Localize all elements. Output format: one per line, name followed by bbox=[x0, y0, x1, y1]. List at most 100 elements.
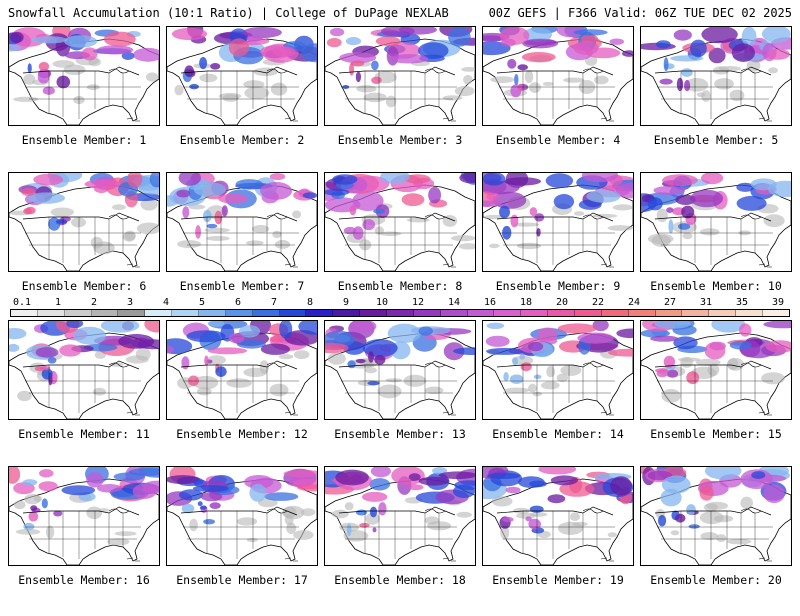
colorbar-swatch bbox=[682, 310, 710, 316]
colorbar-swatch bbox=[628, 310, 656, 316]
ensemble-member-label: Ensemble Member: 16 bbox=[18, 573, 150, 587]
ensemble-member-label: Ensemble Member: 3 bbox=[337, 133, 463, 147]
snowfall-map bbox=[640, 26, 792, 126]
colorbar-swatch bbox=[11, 310, 38, 316]
ensemble-member-panel: Ensemble Member: 18 bbox=[324, 466, 476, 616]
title-left: Snowfall Accumulation (10:1 Ratio) | Col… bbox=[8, 6, 449, 20]
ensemble-member-panel: Ensemble Member: 3 bbox=[324, 26, 476, 176]
ensemble-member-panel: Ensemble Member: 9 bbox=[482, 172, 634, 322]
ensemble-member-label: Ensemble Member: 14 bbox=[492, 427, 624, 441]
colorbar-label: 20 bbox=[555, 297, 569, 308]
ensemble-member-panel: Ensemble Member: 10 bbox=[640, 172, 792, 322]
colorbar-label: 5 bbox=[198, 297, 206, 308]
colorbar-swatch bbox=[709, 310, 737, 316]
colorbar-swatch bbox=[306, 310, 334, 316]
colorbar-swatch bbox=[360, 310, 388, 316]
ensemble-member-panel: Ensemble Member: 17 bbox=[166, 466, 318, 616]
ensemble-member-label: Ensemble Member: 17 bbox=[176, 573, 308, 587]
colorbar-swatch bbox=[252, 310, 280, 316]
colorbar-swatch bbox=[575, 310, 602, 316]
colorbar-label: 18 bbox=[519, 297, 533, 308]
ensemble-member-label: Ensemble Member: 13 bbox=[334, 427, 466, 441]
ensemble-member-label: Ensemble Member: 10 bbox=[650, 279, 782, 293]
snowfall-map bbox=[640, 320, 792, 420]
snowfall-map bbox=[482, 320, 634, 420]
ensemble-member-panel: Ensemble Member: 15 bbox=[640, 320, 792, 470]
colorbar-swatch bbox=[225, 310, 253, 316]
colorbar-swatch bbox=[413, 310, 441, 316]
colorbar-swatch bbox=[467, 310, 495, 316]
colorbar-swatch bbox=[387, 310, 414, 316]
colorbar-label: 0.1 bbox=[12, 297, 32, 308]
colorbar-label: 10 bbox=[375, 297, 389, 308]
colorbar-label: 2 bbox=[90, 297, 98, 308]
colorbar-label: 27 bbox=[663, 297, 677, 308]
colorbar-swatches bbox=[10, 309, 790, 317]
colorbar-label: 35 bbox=[735, 297, 749, 308]
snowfall-map bbox=[166, 172, 318, 272]
colorbar-label: 24 bbox=[627, 297, 641, 308]
ensemble-member-label: Ensemble Member: 12 bbox=[176, 427, 308, 441]
colorbar-label: 16 bbox=[483, 297, 497, 308]
ensemble-member-panel: Ensemble Member: 5 bbox=[640, 26, 792, 176]
snowfall-map bbox=[166, 466, 318, 566]
colorbar-swatch bbox=[440, 310, 468, 316]
ensemble-member-label: Ensemble Member: 8 bbox=[337, 279, 463, 293]
snowfall-map bbox=[324, 26, 476, 126]
snowfall-map bbox=[166, 320, 318, 420]
ensemble-member-panel: Ensemble Member: 7 bbox=[166, 172, 318, 322]
ensemble-member-label: Ensemble Member: 11 bbox=[18, 427, 150, 441]
colorbar-label: 22 bbox=[591, 297, 605, 308]
ensemble-member-panel: Ensemble Member: 20 bbox=[640, 466, 792, 616]
ensemble-member-label: Ensemble Member: 15 bbox=[650, 427, 782, 441]
ensemble-member-label: Ensemble Member: 1 bbox=[21, 133, 147, 147]
colorbar: 0.1 1 2 3 4 5 6 7 8 9 10 12 14 16 18 20 22 24 27 31 35 39 bbox=[10, 298, 790, 318]
colorbar-labels: 0.1 1 2 3 4 5 6 7 8 9 10 12 14 16 18 20 22 24 27 31 35 39 bbox=[10, 298, 790, 308]
ensemble-member-panel: Ensemble Member: 4 bbox=[482, 26, 634, 176]
ensemble-member-label: Ensemble Member: 6 bbox=[21, 279, 147, 293]
colorbar-label: 31 bbox=[699, 297, 713, 308]
snowfall-map bbox=[482, 172, 634, 272]
colorbar-label: 3 bbox=[126, 297, 134, 308]
snowfall-map bbox=[640, 466, 792, 566]
colorbar-swatch bbox=[548, 310, 576, 316]
ensemble-member-panel: Ensemble Member: 19 bbox=[482, 466, 634, 616]
ensemble-member-label: Ensemble Member: 19 bbox=[492, 573, 624, 587]
ensemble-member-panel: Ensemble Member: 6 bbox=[8, 172, 160, 322]
snowfall-map bbox=[8, 172, 160, 272]
colorbar-label: 9 bbox=[342, 297, 350, 308]
colorbar-label: 4 bbox=[162, 297, 170, 308]
ensemble-member-panel: Ensemble Member: 11 bbox=[8, 320, 160, 470]
colorbar-swatch bbox=[37, 310, 65, 316]
colorbar-label: 39 bbox=[771, 297, 785, 308]
ensemble-member-panel: Ensemble Member: 1 bbox=[8, 26, 160, 176]
ensemble-member-label: Ensemble Member: 18 bbox=[334, 573, 466, 587]
ensemble-member-label: Ensemble Member: 20 bbox=[650, 573, 782, 587]
colorbar-swatch bbox=[279, 310, 307, 316]
snowfall-map bbox=[640, 172, 792, 272]
snowfall-map bbox=[8, 320, 160, 420]
snowfall-map bbox=[8, 466, 160, 566]
ensemble-member-panel: Ensemble Member: 16 bbox=[8, 466, 160, 616]
colorbar-swatch bbox=[64, 310, 92, 316]
colorbar-swatch bbox=[145, 310, 173, 316]
colorbar-label: 12 bbox=[411, 297, 425, 308]
header: Snowfall Accumulation (10:1 Ratio) | Col… bbox=[0, 0, 800, 24]
ensemble-member-label: Ensemble Member: 7 bbox=[179, 279, 305, 293]
snowfall-map bbox=[324, 172, 476, 272]
colorbar-label: 6 bbox=[234, 297, 242, 308]
colorbar-label: 7 bbox=[270, 297, 278, 308]
colorbar-swatch bbox=[333, 310, 361, 316]
title-right: 00Z GEFS | F366 Valid: 06Z TUE DEC 02 20… bbox=[488, 6, 792, 20]
snowfall-map bbox=[8, 26, 160, 126]
ensemble-member-panel: Ensemble Member: 8 bbox=[324, 172, 476, 322]
colorbar-label: 1 bbox=[54, 297, 62, 308]
colorbar-label: 14 bbox=[447, 297, 461, 308]
colorbar-swatch bbox=[763, 310, 789, 316]
snowfall-map bbox=[166, 26, 318, 126]
ensemble-member-panel: Ensemble Member: 14 bbox=[482, 320, 634, 470]
ensemble-member-panel: Ensemble Member: 12 bbox=[166, 320, 318, 470]
colorbar-swatch bbox=[199, 310, 226, 316]
colorbar-swatch bbox=[172, 310, 200, 316]
ensemble-member-label: Ensemble Member: 9 bbox=[495, 279, 621, 293]
